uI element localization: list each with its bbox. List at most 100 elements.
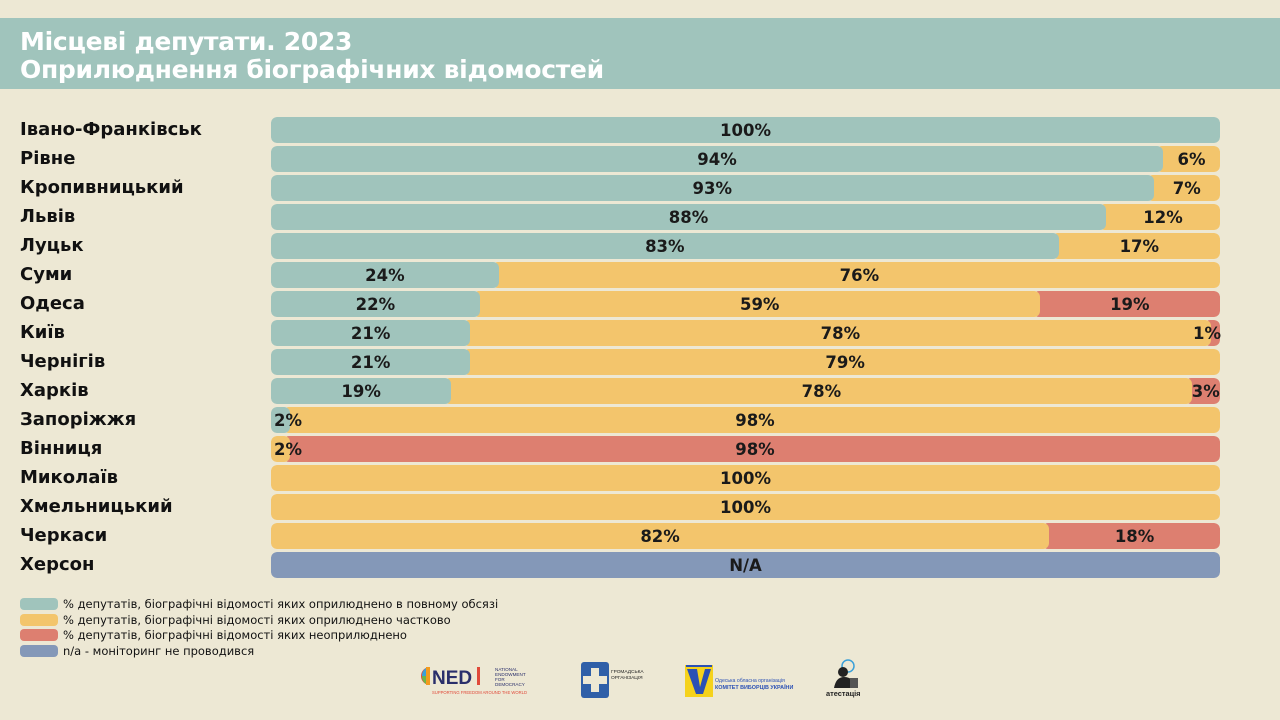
category-label: Харків	[20, 380, 89, 401]
bar-segment-none	[1032, 291, 1220, 317]
bar-row	[271, 291, 1220, 317]
bar-segment-partial	[444, 378, 1192, 404]
bar-segment-full	[271, 175, 1154, 201]
bar-row	[271, 320, 1220, 346]
bar-segment-partial	[271, 436, 290, 462]
category-label: Івано-Франківськ	[20, 119, 202, 140]
category-label: Черкаси	[20, 525, 108, 546]
data-label: 100%	[720, 498, 771, 517]
data-label: 98%	[735, 411, 775, 430]
civic-org-logo: ГРОМАДСЬКА ОРГАНІЗАЦІЯ	[581, 662, 644, 698]
category-label: Суми	[20, 264, 73, 285]
category-label: Київ	[20, 322, 65, 343]
legend-swatch	[20, 613, 58, 626]
bar-segment-none	[1042, 523, 1220, 549]
bar-segment-partial	[282, 407, 1220, 433]
bar-row	[271, 204, 1220, 230]
data-label: 18%	[1114, 527, 1155, 546]
bar-row	[271, 233, 1220, 259]
bar-segment-partial	[271, 523, 1050, 549]
bar-segment-full	[271, 233, 1059, 259]
bar-segment-na	[271, 552, 1220, 578]
category-label: Херсон	[20, 554, 95, 575]
svg-text:NATIONAL: NATIONAL	[495, 667, 518, 672]
legend-swatch	[20, 629, 58, 641]
data-label: 100%	[720, 469, 771, 488]
legend-label: % депутатів, біографічні відомості яких …	[63, 612, 451, 627]
category-label: Вінниця	[20, 438, 103, 459]
data-label: 1%	[1192, 324, 1221, 343]
bar-segment-partial	[463, 320, 1211, 346]
svg-text:ГРОМАДСЬКА: ГРОМАДСЬКА	[611, 669, 644, 675]
data-label: 82%	[640, 527, 680, 546]
bar-segment-partial	[1099, 204, 1220, 230]
cvu-logo: Одеська обласна організація КОМІТЕТ ВИБО…	[685, 665, 793, 697]
data-label: 78%	[801, 382, 842, 401]
bar-row	[271, 262, 1220, 288]
bar-row	[271, 378, 1220, 404]
category-label: Запоріжжя	[20, 409, 137, 430]
data-label: 78%	[820, 324, 861, 343]
bar-segment-full	[271, 204, 1107, 230]
bar-row	[271, 494, 1220, 520]
data-label: 2%	[273, 411, 302, 430]
svg-text:ОРГАНІЗАЦІЯ: ОРГАНІЗАЦІЯ	[611, 675, 643, 681]
bar-segment-none	[282, 436, 1220, 462]
chart-subtitle: Оприлюднення біографічних відомостей	[20, 55, 604, 84]
data-label: 17%	[1119, 237, 1160, 256]
data-label: 59%	[739, 295, 780, 314]
bar-segment-partial	[463, 349, 1220, 375]
bar-row	[271, 552, 1220, 578]
svg-text:FOR: FOR	[495, 677, 505, 682]
bar-segment-partial	[472, 291, 1040, 317]
svg-text:атестація: атестація	[826, 689, 861, 698]
data-label: 2%	[273, 440, 302, 459]
category-label: Луцьк	[20, 235, 84, 256]
bar-row	[271, 523, 1220, 549]
chart-title: Місцеві депутати. 2023	[20, 27, 353, 56]
bar-segment-partial	[271, 494, 1220, 520]
data-label: 22%	[355, 295, 396, 314]
attestation-logo: атестація	[826, 659, 861, 698]
data-label: 3%	[1191, 382, 1220, 401]
category-label: Рівне	[20, 148, 76, 169]
bar-segment-full	[271, 262, 499, 288]
bar-segment-full	[271, 349, 471, 375]
ned-logo-name: NED	[432, 668, 472, 689]
data-label: 94%	[697, 150, 737, 169]
bar-segment-partial	[1051, 233, 1220, 259]
bar-row	[271, 465, 1220, 491]
data-label: 76%	[839, 266, 880, 285]
bar-segment-full	[271, 146, 1164, 172]
ned-logo: NED NATIONAL ENDOWMENT FOR DEMOCRACY SUP…	[421, 667, 527, 695]
legend-swatch	[20, 644, 58, 657]
bar-row	[271, 146, 1220, 172]
bar-segment-full	[271, 291, 480, 317]
data-label: 21%	[350, 324, 391, 343]
category-label: Хмельницький	[20, 496, 173, 517]
title-banner: Місцеві депутати. 2023 Оприлюднення біог…	[0, 18, 1280, 89]
legend-label: n/a - моніторинг не проводився	[63, 643, 255, 658]
bar-row	[271, 117, 1220, 143]
bar-row	[271, 349, 1220, 375]
bar-segment-partial	[271, 465, 1220, 491]
category-label: Одеса	[20, 293, 85, 314]
data-label: 21%	[350, 353, 391, 372]
bar-segment-partial	[1156, 146, 1220, 172]
data-label: 100%	[720, 121, 771, 140]
data-label: 93%	[692, 179, 733, 198]
bar-segment-full	[271, 320, 471, 346]
bar-segment-full	[271, 117, 1220, 143]
svg-text:Одеська обласна організація: Одеська обласна організація	[715, 678, 785, 684]
data-label: 19%	[1110, 295, 1150, 314]
bar-segment-partial	[1146, 175, 1220, 201]
data-label: 98%	[735, 440, 775, 459]
bar-segment-partial	[491, 262, 1220, 288]
bar-row	[271, 175, 1220, 201]
category-label: Миколаїв	[20, 467, 118, 488]
data-label: 12%	[1143, 208, 1183, 227]
legend-label: % депутатів, біографічні відомості яких …	[63, 628, 407, 642]
category-label: Львів	[20, 206, 76, 227]
bar-row	[271, 436, 1220, 462]
svg-text:КОМІТЕТ ВИБОРЦІВ УКРАЇНИ: КОМІТЕТ ВИБОРЦІВ УКРАЇНИ	[715, 684, 793, 691]
